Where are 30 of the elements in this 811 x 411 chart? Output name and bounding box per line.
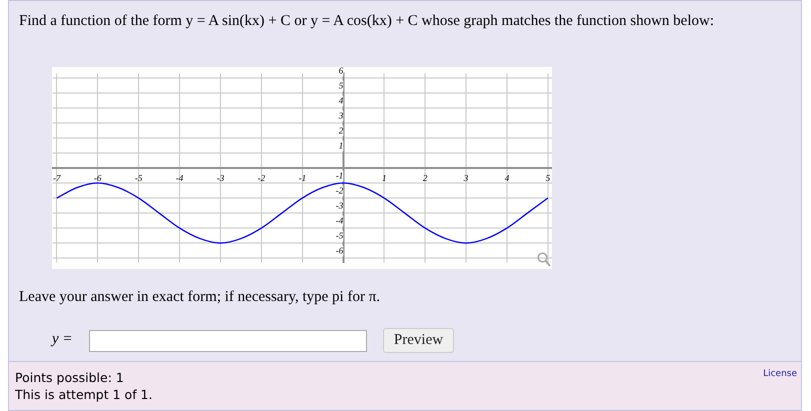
x-tick-label: -5 [134, 172, 143, 183]
y-tick-label: -6 [336, 245, 344, 256]
text: Points possible: 1 [15, 369, 125, 386]
x-tick-label: -7 [53, 172, 61, 183]
y-tick-label: 4 [338, 95, 344, 106]
x-tick-label: -3 [216, 172, 225, 183]
y-tick-label: 1 [338, 140, 344, 150]
y-tick-label: -2 [336, 185, 344, 196]
x-tick-label: 4 [504, 172, 510, 183]
y-tick-label: -5 [336, 230, 344, 240]
y-tick-label: -4 [336, 215, 344, 226]
text: Preview [383, 328, 454, 353]
chart-title: Find a function of the form y = A sin(kx) + C or y = A cos(kx) + C whose graph matches the function shown below: [19, 12, 715, 31]
y-tick-label: 5 [338, 80, 344, 90]
x-tick-label: -6 [94, 172, 102, 183]
text: License [763, 369, 797, 379]
x-tick-label: 3 [462, 172, 469, 183]
text: This is attempt 1 of 1. [15, 386, 152, 403]
x-tick-label: -4 [176, 172, 184, 183]
y-tick-label: 3 [338, 110, 344, 120]
x-tick-label: 5 [546, 172, 551, 183]
text: y = [52, 331, 73, 348]
y-tick-label: -3 [336, 200, 344, 210]
y-tick-label: 2 [338, 125, 344, 136]
text: Leave your answer in exact form; if necessary, type pi for π. [19, 289, 380, 306]
x-tick-label: 2 [422, 172, 428, 183]
x-tick-label: -1 [298, 172, 306, 183]
y-tick-label: 6 [338, 65, 344, 76]
x-tick-label: 1 [382, 172, 386, 183]
x-tick-label: -2 [258, 172, 266, 183]
